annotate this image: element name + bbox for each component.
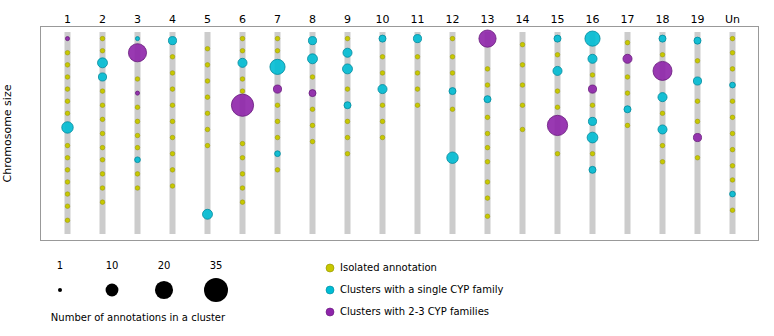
svg-text:Chromosome size: Chromosome size (1, 84, 14, 182)
svg-text:3: 3 (134, 13, 141, 26)
svg-text:Clusters with 2-3 CYP families: Clusters with 2-3 CYP families (340, 306, 489, 317)
svg-text:16: 16 (586, 13, 600, 26)
svg-text:Un: Un (725, 13, 740, 26)
svg-text:15: 15 (551, 13, 565, 26)
svg-text:7: 7 (274, 13, 281, 26)
svg-text:Number of annotations in a clu: Number of annotations in a cluster (51, 312, 226, 323)
svg-text:5: 5 (204, 13, 211, 26)
svg-text:8: 8 (309, 13, 316, 26)
svg-text:Isolated annotation: Isolated annotation (340, 262, 437, 273)
svg-text:6: 6 (239, 13, 246, 26)
svg-text:9: 9 (344, 13, 351, 26)
svg-text:12: 12 (446, 13, 460, 26)
svg-text:11: 11 (411, 13, 425, 26)
svg-text:10: 10 (106, 260, 119, 271)
svg-text:20: 20 (158, 260, 171, 271)
svg-text:4: 4 (169, 13, 176, 26)
svg-text:19: 19 (691, 13, 705, 26)
svg-text:1: 1 (57, 260, 63, 271)
svg-text:10: 10 (376, 13, 390, 26)
svg-text:14: 14 (516, 13, 530, 26)
svg-text:35: 35 (210, 260, 223, 271)
svg-text:1: 1 (64, 13, 71, 26)
svg-text:18: 18 (656, 13, 670, 26)
svg-text:13: 13 (481, 13, 495, 26)
svg-text:Clusters with a single CYP fam: Clusters with a single CYP family (340, 284, 503, 295)
svg-text:2: 2 (99, 13, 106, 26)
svg-text:17: 17 (621, 13, 635, 26)
